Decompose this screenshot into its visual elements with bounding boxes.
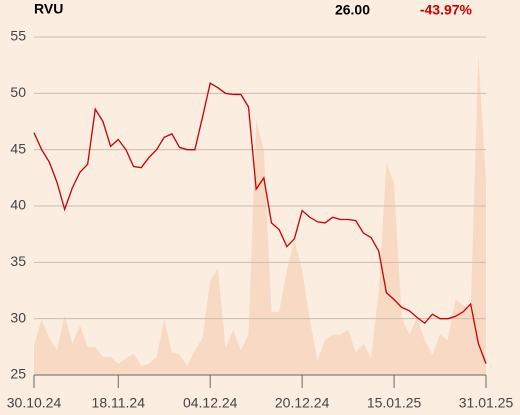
y-tick-label: 45 [10, 140, 26, 156]
price-line [33, 82, 487, 364]
y-tick-label: 55 [10, 28, 26, 44]
y-tick-label: 35 [10, 253, 26, 269]
price-change: -43.97% [420, 2, 473, 18]
x-tick-label: 30.10.24 [7, 395, 62, 411]
x-tick-label: 15.01.25 [367, 395, 422, 411]
y-tick-label: 40 [10, 197, 26, 213]
x-tick-label: 20.12.24 [275, 395, 330, 411]
x-tick-label: 18.11.24 [92, 395, 146, 411]
volume-area [34, 55, 486, 375]
x-tick-label: 04.12.24 [183, 395, 238, 411]
y-tick-label: 30 [10, 309, 26, 325]
x-tick-label: 31.01.25 [459, 395, 514, 411]
y-tick-label: 25 [10, 366, 26, 382]
last-price: 26.00 [335, 2, 370, 18]
y-tick-label: 50 [10, 84, 26, 100]
chart-title: RVU [34, 1, 63, 17]
